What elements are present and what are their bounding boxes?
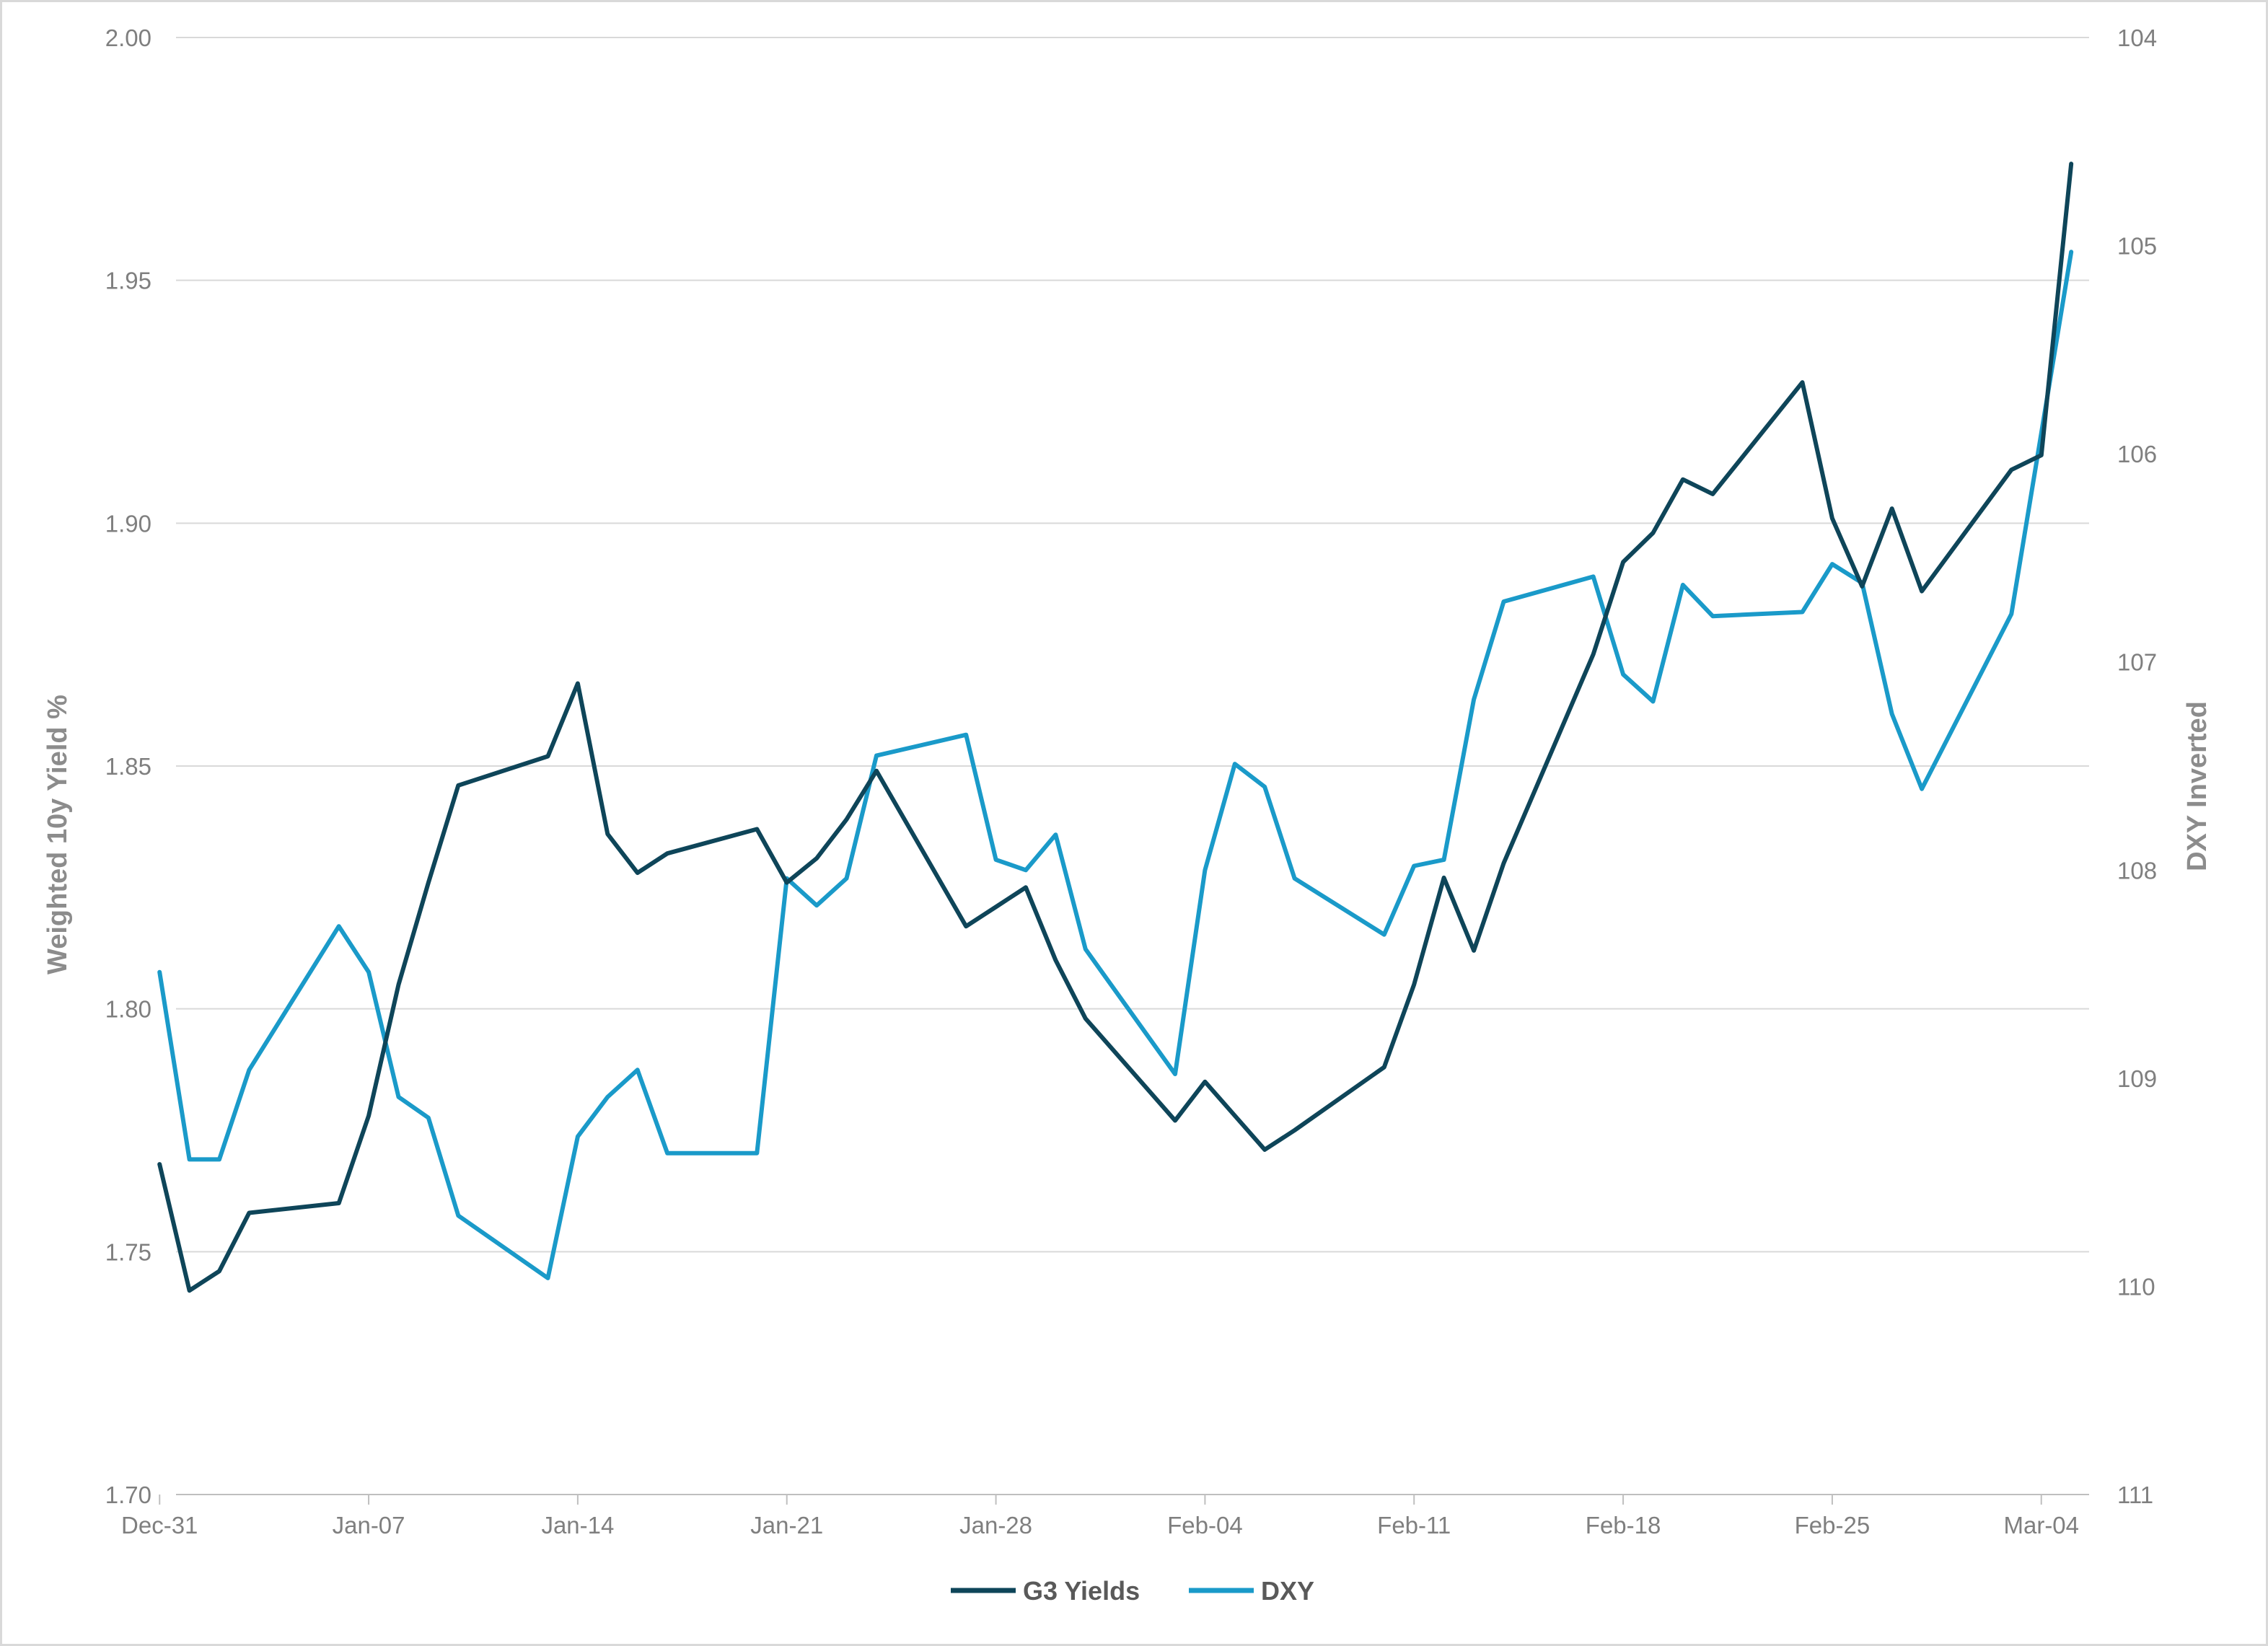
gridlines xyxy=(176,37,2089,1253)
y-right-tick-label: 111 xyxy=(2117,1482,2153,1508)
x-tick-label: Feb-18 xyxy=(1586,1512,1661,1539)
y-left-tick-label: 1.85 xyxy=(105,753,151,780)
x-tick-label: Feb-25 xyxy=(1795,1512,1871,1539)
y-left-tick-label: 1.95 xyxy=(105,268,151,294)
x-tick-label: Jan-21 xyxy=(750,1512,823,1539)
x-tick-label: Jan-28 xyxy=(959,1512,1032,1539)
y-left-tick-label: 1.70 xyxy=(105,1482,151,1508)
y-left-tick-label: 1.80 xyxy=(105,996,151,1023)
x-tick-label: Feb-11 xyxy=(1377,1512,1451,1539)
x-tick-label: Jan-07 xyxy=(333,1512,405,1539)
series-lines xyxy=(157,162,2074,1293)
axes xyxy=(159,1494,2089,1505)
y-right-tick-label: 104 xyxy=(2117,25,2157,51)
x-tick-label: Jan-14 xyxy=(541,1512,614,1539)
x-tick-label: Dec-31 xyxy=(121,1512,198,1539)
y-left-tick-label: 2.00 xyxy=(105,25,151,51)
y-axis-left-title: Weighted 10y Yield % xyxy=(43,695,73,974)
legend-label-g3-yields: G3 Yields xyxy=(1023,1576,1140,1606)
y-right-tick-label: 108 xyxy=(2117,857,2157,884)
y-right-tick-label: 106 xyxy=(2117,441,2157,467)
series-line-g3-yields xyxy=(157,162,2074,1293)
y-right-tick-label: 109 xyxy=(2117,1065,2157,1092)
y-left-tick-label: 1.75 xyxy=(105,1238,151,1265)
axis-labels: 1.70 1.75 1.80 1.85 1.90 1.95 2.00 104 105 106 107… xyxy=(105,25,2157,1539)
y-right-tick-label: 107 xyxy=(2117,649,2157,676)
y-axis-right-title: DXY Inverted xyxy=(2182,701,2212,871)
x-tick-label: Mar-04 xyxy=(2003,1512,2079,1539)
legend-label-dxy: DXY xyxy=(1261,1576,1314,1606)
legend: G3 Yields DXY xyxy=(951,1576,1314,1606)
x-tick-label: Feb-04 xyxy=(1167,1512,1243,1539)
series-line-dxy xyxy=(157,250,2074,1280)
y-left-tick-label: 1.90 xyxy=(105,510,151,537)
y-right-tick-label: 110 xyxy=(2117,1273,2155,1300)
y-right-tick-label: 105 xyxy=(2117,233,2157,260)
